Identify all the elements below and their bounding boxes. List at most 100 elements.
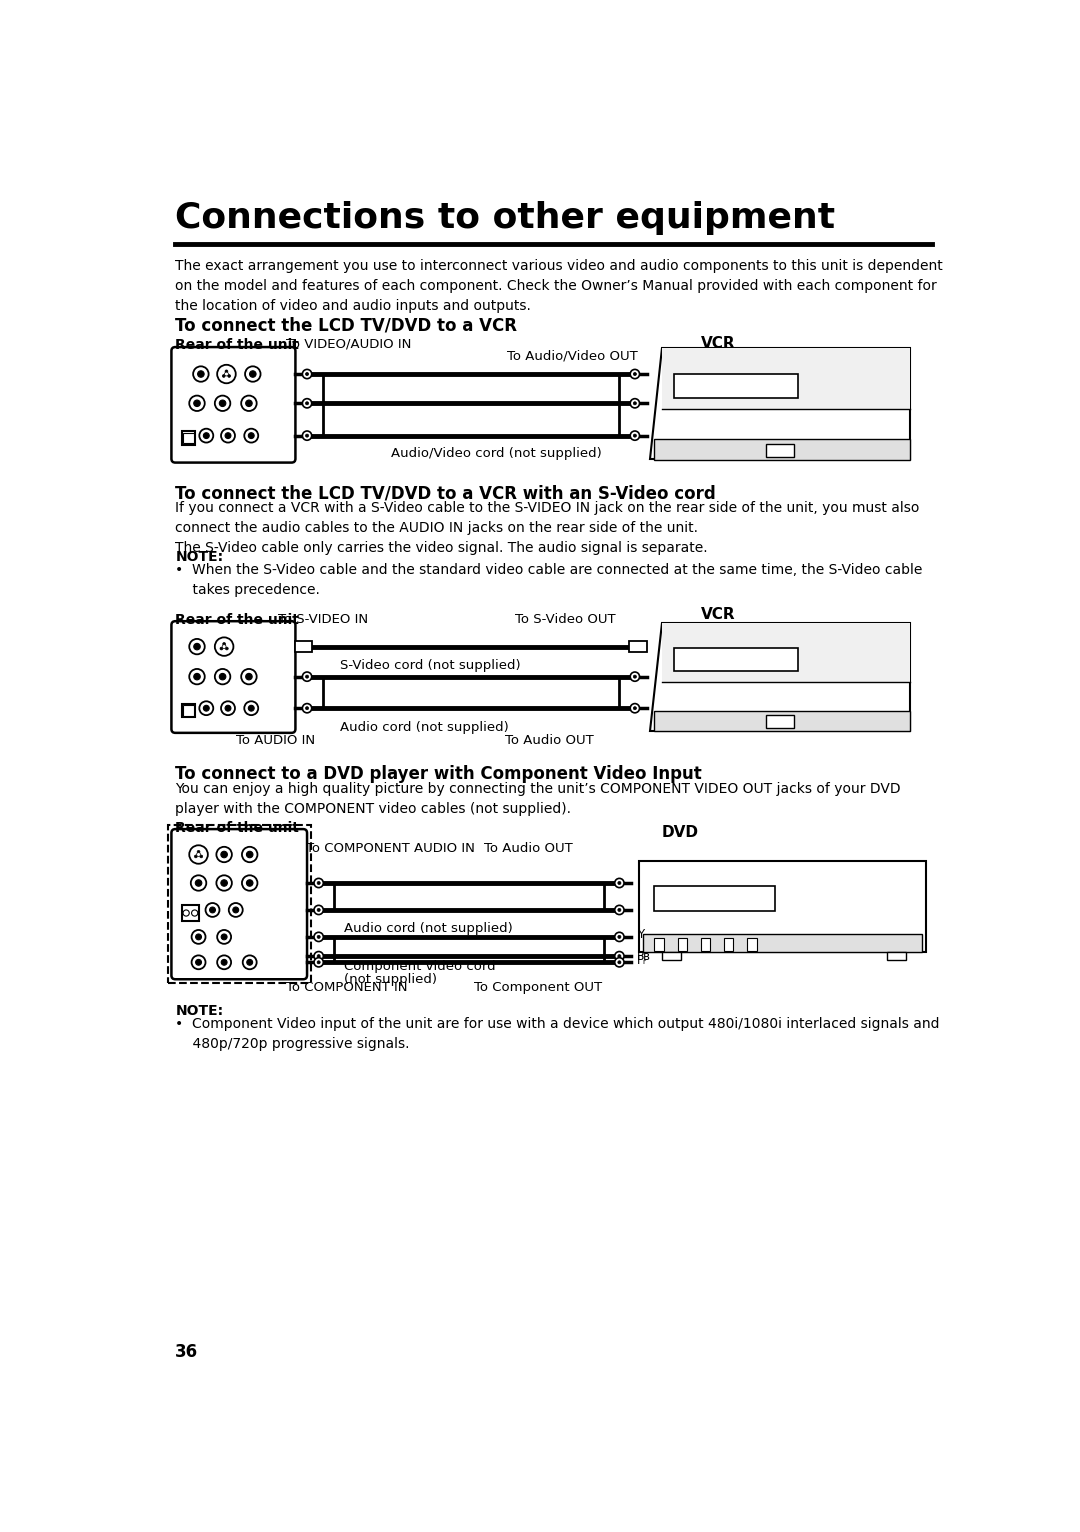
Circle shape (245, 674, 253, 680)
Circle shape (314, 878, 323, 887)
Circle shape (615, 933, 624, 942)
Circle shape (197, 853, 201, 856)
Circle shape (615, 878, 624, 887)
Text: To COMPONENT AUDIO IN: To COMPONENT AUDIO IN (306, 843, 474, 855)
Circle shape (200, 855, 203, 858)
Circle shape (306, 372, 309, 375)
Polygon shape (650, 348, 910, 460)
Text: Pʙ: Pʙ (637, 950, 651, 962)
Text: Rear of the unit: Rear of the unit (175, 613, 299, 627)
Circle shape (618, 881, 621, 884)
Text: If you connect a VCR with a S-Video cable to the S-VIDEO IN jack on the rear sid: If you connect a VCR with a S-Video cabl… (175, 501, 920, 555)
Circle shape (233, 907, 239, 913)
Text: Audio cord (not supplied): Audio cord (not supplied) (340, 720, 509, 734)
Text: •  When the S-Video cable and the standard video cable are connected at the same: • When the S-Video cable and the standar… (175, 562, 922, 597)
Bar (654, 711, 910, 731)
FancyBboxPatch shape (172, 620, 296, 732)
Circle shape (633, 706, 636, 709)
Circle shape (631, 398, 639, 408)
Circle shape (203, 705, 210, 711)
Circle shape (217, 956, 231, 970)
Circle shape (221, 429, 235, 443)
Circle shape (225, 432, 231, 438)
Circle shape (242, 875, 257, 890)
Bar (766, 715, 794, 728)
Text: DVD: DVD (662, 826, 699, 840)
Circle shape (302, 369, 312, 378)
Text: The exact arrangement you use to interconnect various video and audio components: The exact arrangement you use to interco… (175, 259, 943, 314)
Circle shape (205, 902, 219, 916)
Circle shape (193, 674, 200, 680)
Circle shape (200, 702, 213, 715)
FancyBboxPatch shape (172, 348, 296, 463)
Circle shape (631, 430, 639, 440)
Bar (654, 885, 774, 912)
Circle shape (314, 933, 323, 942)
Bar (662, 953, 681, 961)
Circle shape (631, 369, 639, 378)
Circle shape (631, 673, 639, 682)
Circle shape (245, 366, 260, 381)
Circle shape (193, 400, 200, 406)
Circle shape (314, 951, 323, 961)
Bar (654, 440, 910, 460)
Circle shape (633, 372, 636, 375)
Circle shape (244, 429, 258, 443)
Circle shape (195, 959, 202, 965)
Circle shape (222, 374, 225, 377)
Circle shape (191, 910, 198, 916)
Circle shape (302, 703, 312, 712)
Circle shape (219, 400, 226, 406)
Circle shape (633, 676, 636, 679)
Circle shape (193, 366, 208, 381)
Circle shape (189, 846, 207, 864)
Text: To connect the LCD TV/DVD to a VCR with an S-Video cord: To connect the LCD TV/DVD to a VCR with … (175, 484, 716, 502)
Circle shape (195, 879, 202, 885)
Text: Rear of the unit: Rear of the unit (175, 821, 299, 835)
Text: Y: Y (637, 928, 645, 941)
Bar (643, 935, 921, 953)
Circle shape (302, 430, 312, 440)
Circle shape (243, 956, 257, 970)
Circle shape (241, 669, 257, 685)
Circle shape (225, 369, 228, 372)
Bar (183, 432, 194, 443)
Bar (183, 705, 194, 715)
Circle shape (221, 852, 228, 858)
Bar (654, 938, 663, 951)
Circle shape (618, 908, 621, 912)
Text: NOTE:: NOTE: (175, 1003, 224, 1017)
Text: To Audio OUT: To Audio OUT (505, 734, 594, 748)
Circle shape (249, 371, 256, 377)
Circle shape (221, 879, 228, 885)
Text: VCR: VCR (701, 336, 735, 351)
Circle shape (215, 637, 233, 656)
Circle shape (215, 395, 230, 411)
Text: Rear of the unit: Rear of the unit (175, 339, 299, 352)
Circle shape (615, 958, 624, 967)
Circle shape (222, 642, 226, 645)
Text: Audio/Video cord (not supplied): Audio/Video cord (not supplied) (391, 447, 602, 460)
Circle shape (191, 875, 206, 890)
Circle shape (225, 372, 228, 375)
Bar (181, 703, 195, 717)
Circle shape (248, 432, 254, 438)
Text: To S-Video OUT: To S-Video OUT (515, 613, 616, 625)
Circle shape (189, 669, 205, 685)
Text: To Audio/Video OUT: To Audio/Video OUT (507, 349, 638, 363)
Text: VCR: VCR (701, 607, 735, 622)
Circle shape (195, 935, 202, 939)
Text: Audio cord (not supplied): Audio cord (not supplied) (345, 922, 513, 935)
Circle shape (302, 673, 312, 682)
Circle shape (306, 434, 309, 437)
Circle shape (318, 954, 321, 958)
Circle shape (216, 875, 232, 890)
Circle shape (222, 645, 226, 648)
Circle shape (216, 847, 232, 863)
Text: Connections to other equipment: Connections to other equipment (175, 201, 836, 234)
Bar (181, 905, 199, 921)
Circle shape (306, 401, 309, 404)
Text: •  Component Video input of the unit are for use with a device which output 480i: • Component Video input of the unit are … (175, 1017, 940, 1051)
Circle shape (220, 647, 222, 650)
Circle shape (248, 705, 254, 711)
